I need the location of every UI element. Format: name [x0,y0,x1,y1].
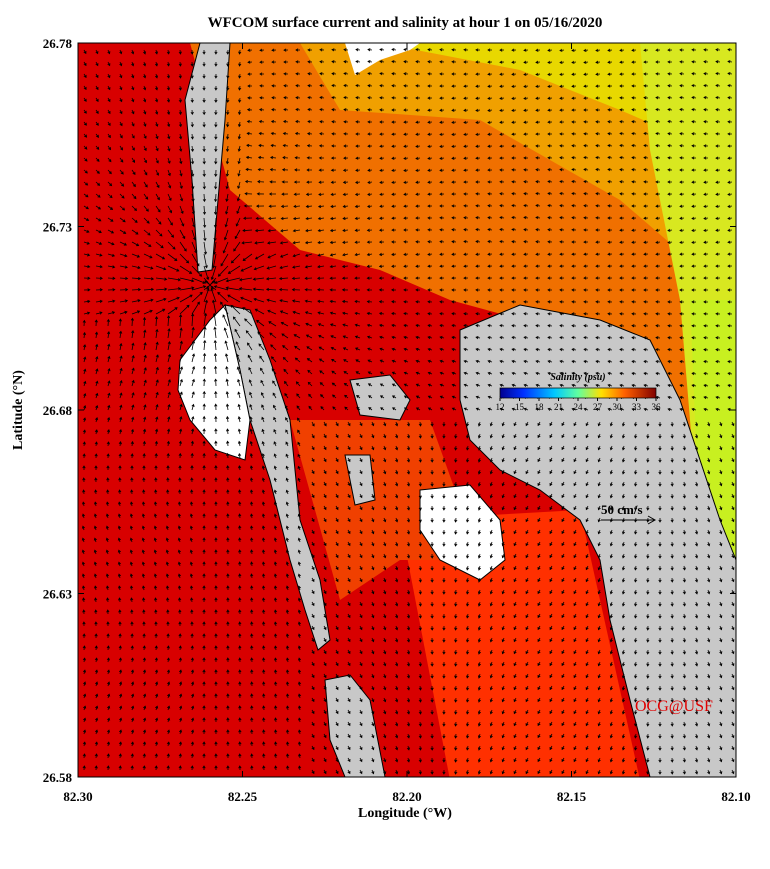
y-tick-label: 26.63 [43,587,73,602]
colorbar-tick-label: 24 [574,402,584,412]
x-tick-label: 82.10 [721,789,750,804]
y-tick-label: 26.78 [43,36,73,51]
y-axis-label: Latitude (°N) [11,370,26,450]
y-tick-label: 26.73 [43,220,73,235]
colorbar-tick-label: 12 [496,402,505,412]
colorbar-title: Salinity (psu) [550,372,605,383]
colorbar-tick-label: 15 [515,402,525,412]
colorbar-tick-label: 21 [554,402,563,412]
colorbar-tick-label: 18 [535,402,545,412]
colorbar [499,387,657,399]
scale-arrow-head [647,515,657,525]
x-tick-label: 82.30 [63,789,92,804]
x-tick-label: 82.25 [228,789,258,804]
map-area [78,43,736,777]
current-vectors [81,48,735,775]
y-tick-label: 26.58 [43,770,73,785]
colorbar-tick-label: 36 [652,402,662,412]
x-tick-label: 82.20 [392,789,421,804]
map-title: WFCOM surface current and salinity at ho… [208,15,603,31]
y-tick-label: 26.68 [43,403,73,418]
colorbar-tick-label: 27 [593,402,603,412]
colorbar-tick-label: 33 [632,402,642,412]
x-axis-label: Longitude (°W) [358,806,452,821]
scale-label: 50 cm/s [601,502,643,517]
colorbar-tick-label: 30 [613,402,623,412]
x-tick-label: 82.15 [557,789,587,804]
credit: OCG@USF [635,698,713,715]
